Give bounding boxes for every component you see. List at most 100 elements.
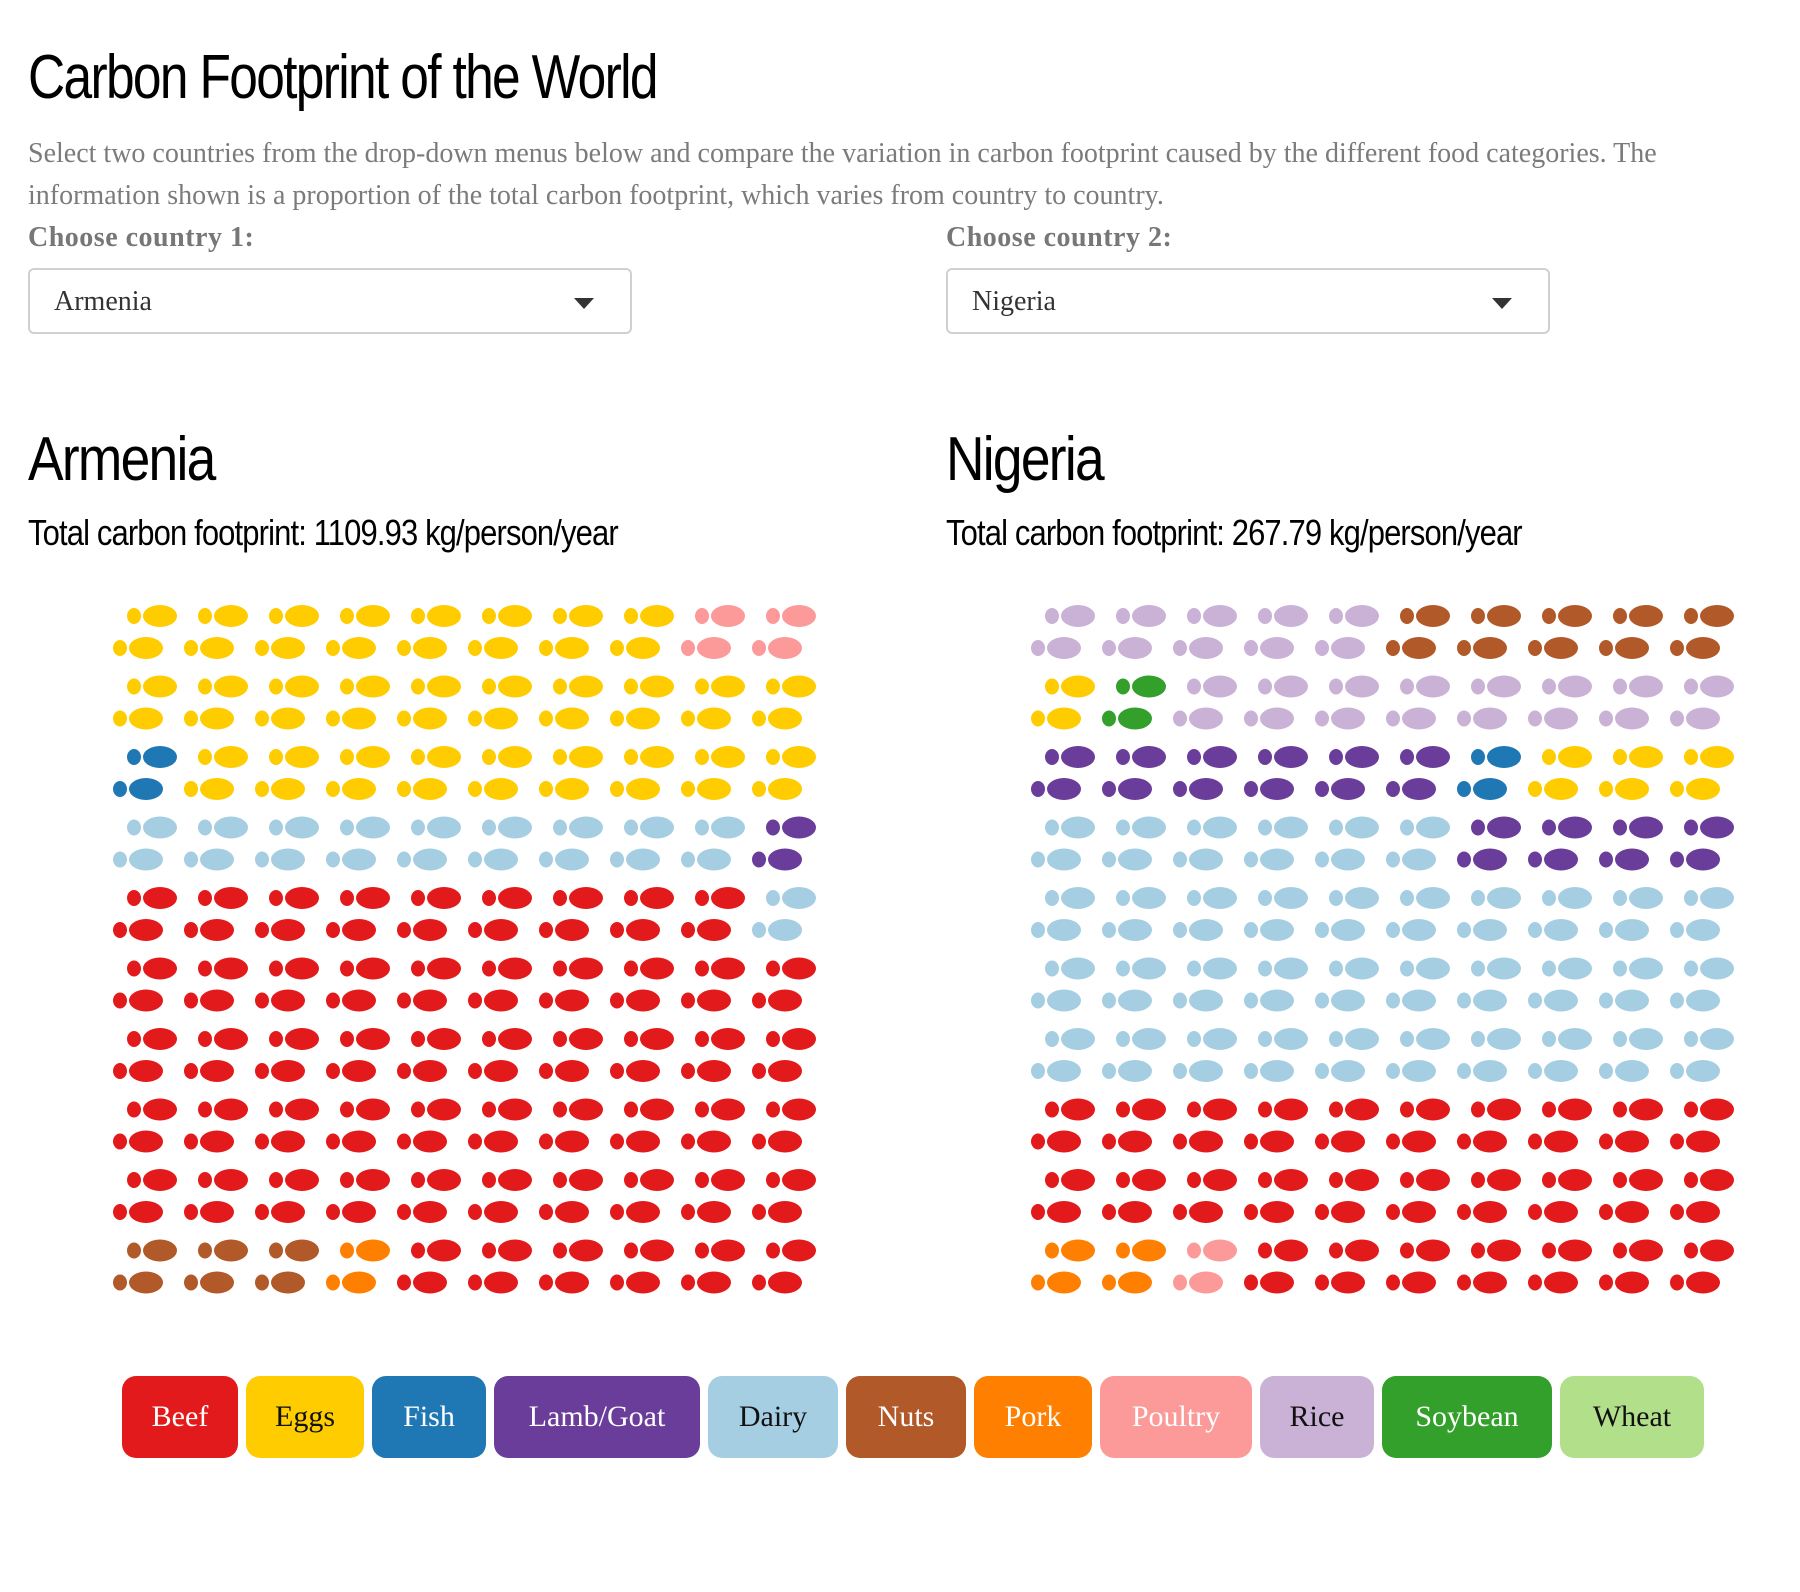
footprint-unit-dairy xyxy=(1457,957,1521,1012)
footprint-unit-dairy xyxy=(1528,1028,1592,1082)
footprint-unit-beef xyxy=(752,1169,816,1223)
footprint-unit-eggs xyxy=(397,746,461,800)
footprint-unit-beef xyxy=(255,1098,319,1153)
footprint-unit-beef xyxy=(752,1239,816,1294)
footprint-unit-dairy xyxy=(1670,1028,1734,1082)
footprint-unit-beef xyxy=(1102,1169,1166,1223)
footprint-unit-beef xyxy=(1315,1239,1379,1294)
footprint-unit-eggs xyxy=(184,605,248,659)
footprint-unit-rice xyxy=(1244,675,1308,730)
footprint-unit-pork xyxy=(326,1239,390,1294)
legend-item-dairy[interactable]: Dairy xyxy=(708,1376,838,1458)
footprint-unit-dairy xyxy=(1244,1028,1308,1082)
footprint-unit-beef xyxy=(397,957,461,1012)
footprint-unit-dairy xyxy=(1173,887,1237,941)
footprint-unit-beef xyxy=(1031,1169,1095,1223)
footprint-unit-eggs xyxy=(681,746,745,800)
footprint-unit-dairy xyxy=(1315,887,1379,941)
footprint-unit-beef xyxy=(539,1169,603,1223)
footprint-unit-beef xyxy=(752,1028,816,1082)
legend-item-wheat[interactable]: Wheat xyxy=(1560,1376,1704,1458)
footprint-unit-beef xyxy=(397,1028,461,1082)
legend-item-poultry[interactable]: Poultry xyxy=(1100,1376,1252,1458)
footprint-unit-eggs xyxy=(113,605,177,659)
footprint-unit-eggs xyxy=(255,746,319,800)
panel-2-total-footprint: Total carbon footprint: 267.79 kg/person… xyxy=(946,508,1523,558)
footprint-unit-rice xyxy=(1244,605,1308,659)
footprint-unit-beef xyxy=(610,887,674,941)
legend-item-eggs[interactable]: Eggs xyxy=(246,1376,364,1458)
footprint-unit-pork xyxy=(1102,1239,1166,1294)
footprint-unit-rice xyxy=(1031,605,1095,659)
footprint-unit-beef xyxy=(397,887,461,941)
footprint-unit-beef xyxy=(468,1239,532,1294)
footprint-unit-lamb-goat xyxy=(1599,816,1663,871)
footprint-unit-beef xyxy=(752,957,816,1012)
footprint-unit-lamb-goat xyxy=(1386,746,1450,800)
country-1-chooser: Choose country 1: Armenia xyxy=(28,219,634,334)
legend-item-nuts[interactable]: Nuts xyxy=(846,1376,966,1458)
footprint-unit-eggs xyxy=(539,746,603,800)
footprint-unit-beef xyxy=(1457,1239,1521,1294)
footprint-unit-dairy xyxy=(1315,1028,1379,1082)
footprint-unit-dairy xyxy=(255,816,319,871)
legend-item-beef[interactable]: Beef xyxy=(122,1376,238,1458)
footprint-unit-eggs xyxy=(752,746,816,800)
footprint-unit-beef xyxy=(113,1169,177,1223)
total-unit: kg/person/year xyxy=(425,512,619,553)
footprint-unit-beef xyxy=(539,887,603,941)
footprint-unit-eggs xyxy=(752,675,816,730)
footprint-unit-dairy xyxy=(1102,957,1166,1012)
footprint-unit-eggs xyxy=(184,675,248,730)
country-2-select[interactable]: Nigeria xyxy=(946,268,1550,334)
waffle-chart-country-1 xyxy=(113,605,816,1294)
legend-item-lamb-goat[interactable]: Lamb/Goat xyxy=(494,1376,700,1458)
footprint-unit-beef xyxy=(539,1028,603,1082)
footprint-unit-beef xyxy=(1670,1169,1734,1223)
footprint-unit-beef xyxy=(326,1098,390,1153)
footprint-unit-beef xyxy=(397,1169,461,1223)
legend-item-fish[interactable]: Fish xyxy=(372,1376,486,1458)
footprint-unit-eggs xyxy=(255,675,319,730)
footprint-unit-beef xyxy=(113,957,177,1012)
footprint-unit-beef xyxy=(1599,1169,1663,1223)
legend-item-pork[interactable]: Pork xyxy=(974,1376,1092,1458)
intro-text: Select two countries from the drop-down … xyxy=(28,138,1657,211)
footprint-unit-beef xyxy=(1670,1098,1734,1153)
footprint-unit-beef xyxy=(113,1098,177,1153)
footprint-unit-beef xyxy=(610,957,674,1012)
legend-item-rice[interactable]: Rice xyxy=(1260,1376,1374,1458)
footprint-unit-dairy xyxy=(1173,816,1237,871)
footprint-unit-dairy xyxy=(113,816,177,871)
footprint-unit-dairy xyxy=(1102,1028,1166,1082)
total-prefix: Total carbon footprint: xyxy=(28,512,307,553)
footprint-unit-beef xyxy=(610,1169,674,1223)
footprint-unit-dairy xyxy=(1244,816,1308,871)
footprint-unit-beef xyxy=(468,1098,532,1153)
footprint-unit-beef xyxy=(184,887,248,941)
footprint-unit-nuts xyxy=(113,1239,177,1294)
footprint-unit-lamb-goat xyxy=(752,816,816,871)
footprint-unit-eggs xyxy=(1031,675,1095,730)
footprint-unit-eggs xyxy=(113,675,177,730)
footprint-unit-eggs xyxy=(255,605,319,659)
footprint-unit-beef xyxy=(113,1028,177,1082)
footprint-unit-rice xyxy=(1173,605,1237,659)
footprint-unit-poultry xyxy=(681,605,745,659)
footprint-unit-beef xyxy=(184,1098,248,1153)
footprint-unit-lamb-goat xyxy=(1173,746,1237,800)
footprint-unit-fish xyxy=(1457,746,1521,800)
footprint-unit-beef xyxy=(113,887,177,941)
footprint-unit-dairy xyxy=(1386,957,1450,1012)
footprint-unit-dairy xyxy=(1102,816,1166,871)
footprint-unit-beef xyxy=(681,1239,745,1294)
footprint-unit-rice xyxy=(1528,675,1592,730)
footprint-unit-eggs xyxy=(1599,746,1663,800)
country-1-select[interactable]: Armenia xyxy=(28,268,632,334)
country-1-selected-value: Armenia xyxy=(54,286,152,317)
footprint-unit-dairy xyxy=(1386,1028,1450,1082)
legend-item-soybean[interactable]: Soybean xyxy=(1382,1376,1552,1458)
footprint-unit-beef xyxy=(1244,1239,1308,1294)
footprint-unit-beef xyxy=(184,1169,248,1223)
total-unit: kg/person/year xyxy=(1328,512,1523,553)
